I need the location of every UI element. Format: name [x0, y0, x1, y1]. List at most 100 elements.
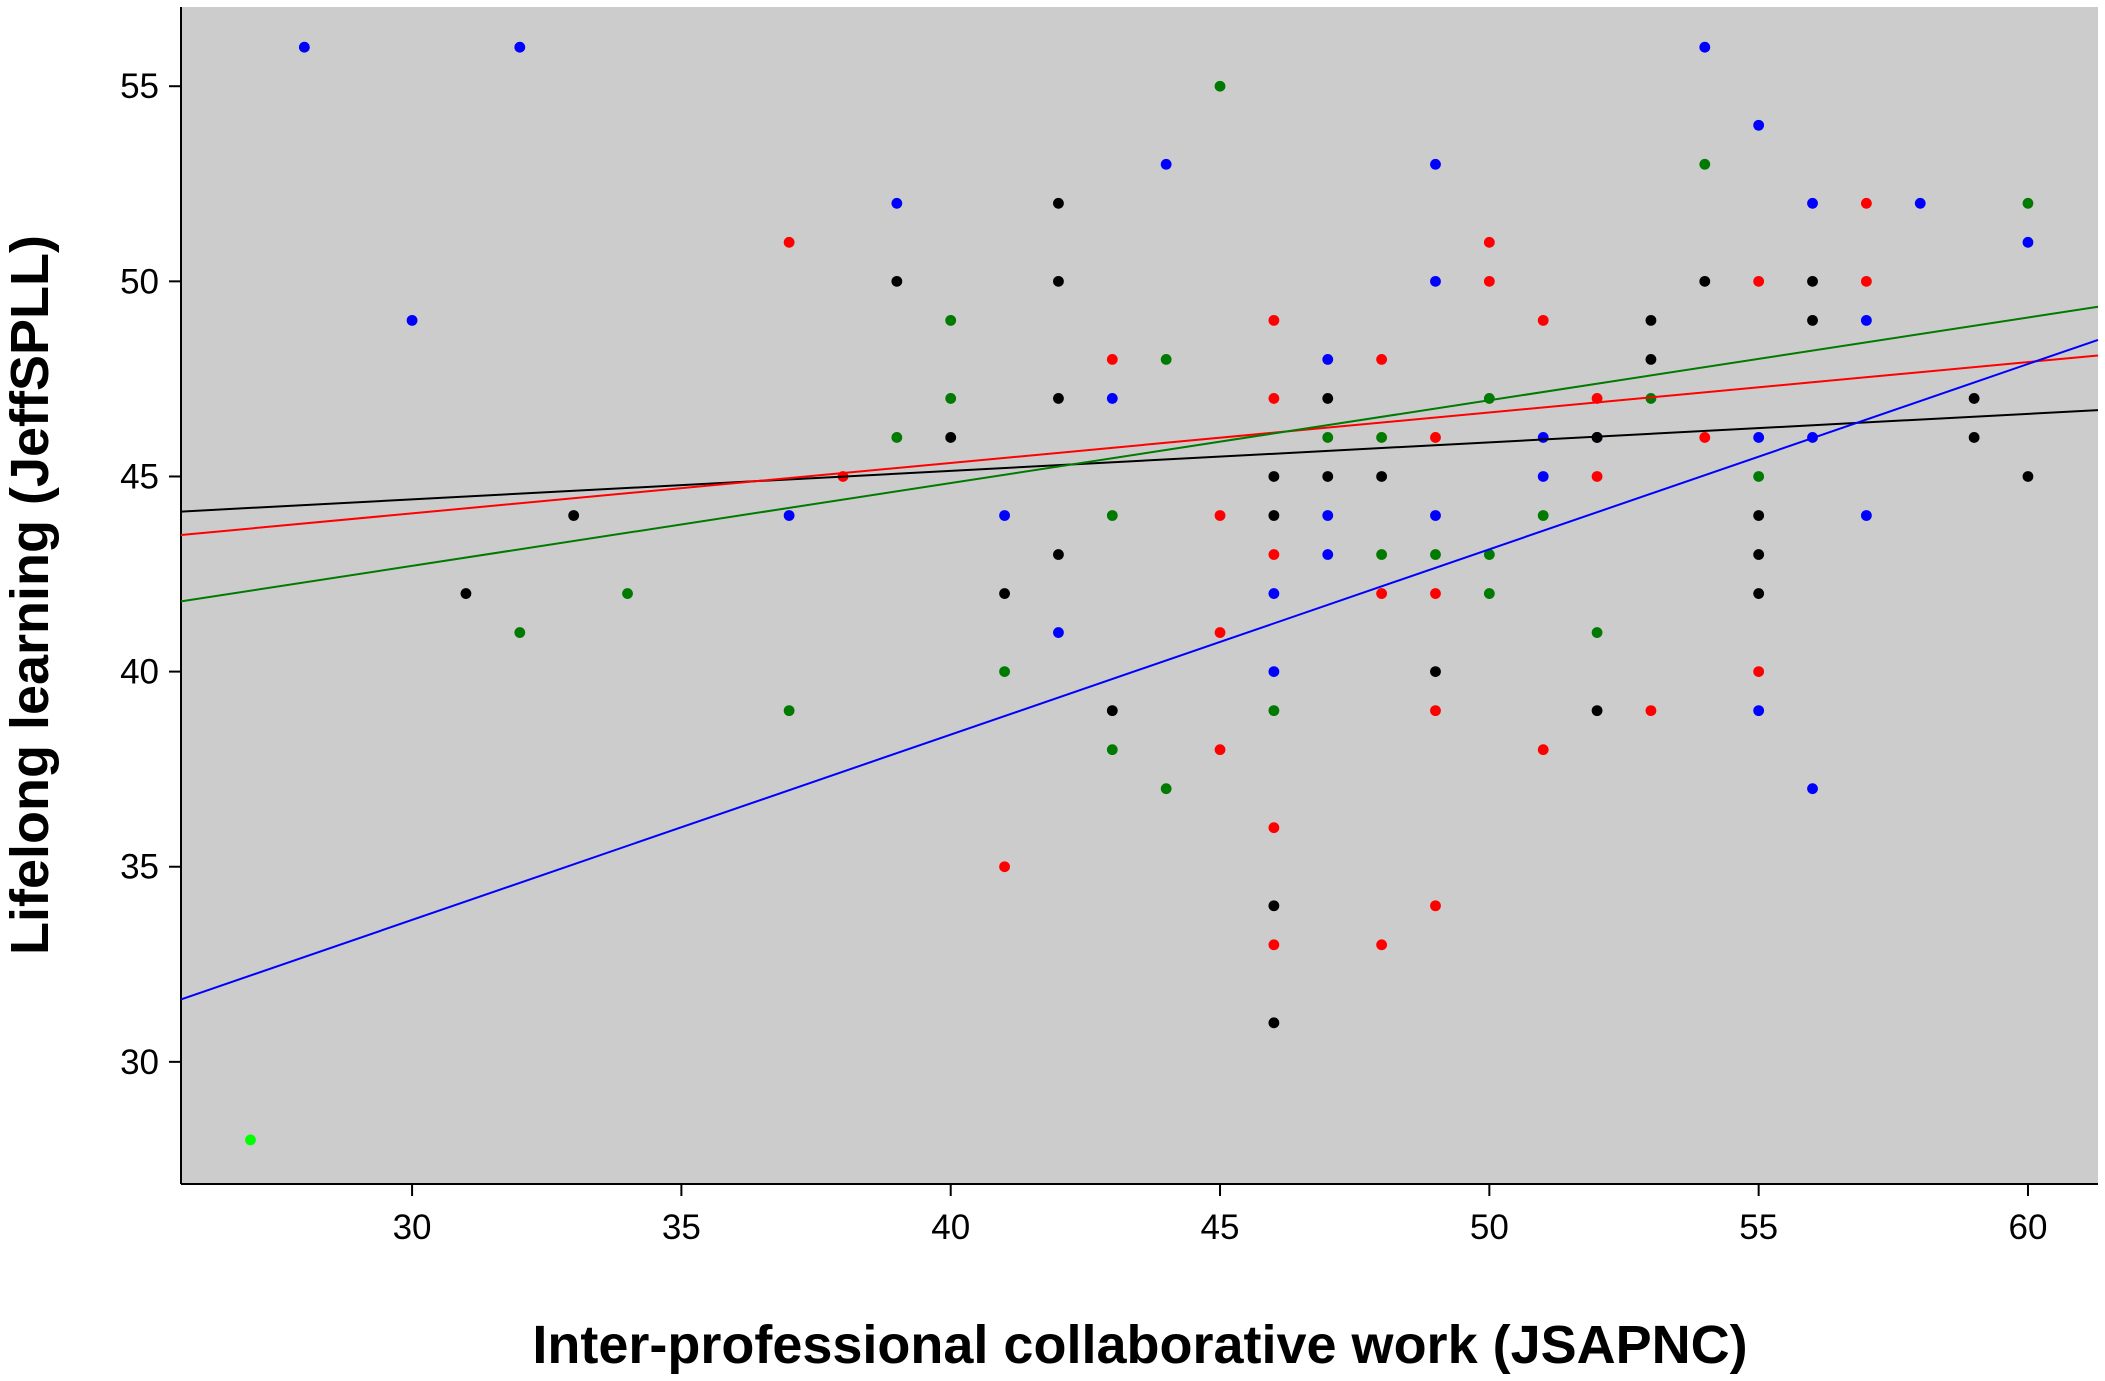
point: [622, 588, 633, 599]
point: [1430, 900, 1441, 912]
point: [999, 861, 1010, 873]
point: [1214, 510, 1226, 521]
fit-line: [180, 305, 2099, 603]
point: [1483, 236, 1495, 248]
point: [1645, 314, 1657, 326]
point: [406, 314, 418, 326]
fit-line: [180, 354, 2099, 537]
point: [1106, 744, 1118, 756]
point: [1053, 197, 1064, 209]
point: [1968, 393, 1980, 404]
point: [999, 666, 1010, 677]
point: [1591, 705, 1603, 717]
point: [1376, 353, 1388, 365]
point: [514, 41, 526, 53]
point: [1430, 549, 1441, 560]
point: [1430, 588, 1441, 599]
point: [2022, 236, 2034, 248]
x-tick-label: 50: [1470, 1208, 1509, 1247]
point: [1160, 783, 1172, 795]
point: [1483, 588, 1495, 599]
y-tick-label: 30: [120, 1043, 159, 1082]
point: [1591, 471, 1603, 482]
point: [1214, 627, 1226, 638]
point: [1860, 510, 1872, 521]
point: [999, 510, 1010, 521]
point: [1914, 197, 1926, 209]
point: [891, 432, 903, 443]
point: [1591, 627, 1603, 638]
point: [1483, 393, 1495, 404]
point: [1645, 393, 1657, 404]
plot-background: [181, 7, 2098, 1184]
point: [783, 510, 795, 521]
point: [1268, 393, 1280, 404]
point: [1053, 275, 1064, 287]
point: [1537, 510, 1549, 521]
point: [1807, 783, 1818, 795]
point: [1430, 275, 1441, 287]
point: [1430, 510, 1441, 521]
point: [1322, 432, 1334, 443]
point: [1106, 510, 1118, 521]
point: [1591, 393, 1603, 404]
point: [1860, 275, 1872, 287]
point: [514, 627, 526, 638]
point: [891, 275, 903, 287]
point: [945, 393, 957, 404]
point: [1106, 705, 1118, 717]
point: [1322, 510, 1334, 521]
point: [1268, 939, 1280, 951]
point: [1214, 80, 1226, 92]
x-tick-label: 55: [1739, 1208, 1778, 1247]
point: [1430, 705, 1441, 717]
point: [1753, 275, 1765, 287]
point: [1860, 197, 1872, 209]
point: [1430, 158, 1441, 170]
point: [1968, 432, 1980, 443]
point: [1322, 549, 1334, 560]
point: [1376, 588, 1388, 599]
point: [891, 197, 903, 209]
x-tick-label: 45: [1201, 1208, 1240, 1247]
point: [1645, 705, 1657, 717]
y-tick-label: 40: [120, 653, 159, 692]
point: [1322, 471, 1334, 482]
point: [1160, 158, 1172, 170]
fit-line: [180, 338, 2099, 1001]
point: [1699, 41, 1711, 53]
point: [1753, 666, 1765, 677]
point: [1376, 939, 1388, 951]
y-tick-label: 55: [120, 67, 159, 106]
x-tick-label: 35: [662, 1208, 701, 1247]
point: [1376, 549, 1388, 560]
point: [1268, 900, 1280, 912]
point: [1376, 432, 1388, 443]
point: [1268, 588, 1280, 599]
point: [1214, 744, 1226, 756]
point: [1322, 393, 1334, 404]
point: [1860, 314, 1872, 326]
point: [1268, 549, 1280, 560]
y-tick-label: 50: [120, 262, 159, 301]
point: [783, 236, 795, 248]
point: [298, 41, 310, 53]
point: [1753, 705, 1765, 717]
point: [1753, 549, 1765, 560]
point: [783, 705, 795, 717]
point: [1699, 158, 1711, 170]
point: [1645, 353, 1657, 365]
x-axis-label: Inter-professional collaborative work (J…: [532, 1315, 1747, 1375]
point: [2022, 471, 2034, 482]
point: [1268, 1017, 1280, 1029]
point: [1699, 275, 1711, 287]
point: [1753, 510, 1765, 521]
point: [1807, 197, 1818, 209]
point: [1753, 119, 1765, 131]
point: [1376, 471, 1388, 482]
point: [1753, 471, 1765, 482]
point: [945, 314, 957, 326]
point: [1753, 588, 1765, 599]
